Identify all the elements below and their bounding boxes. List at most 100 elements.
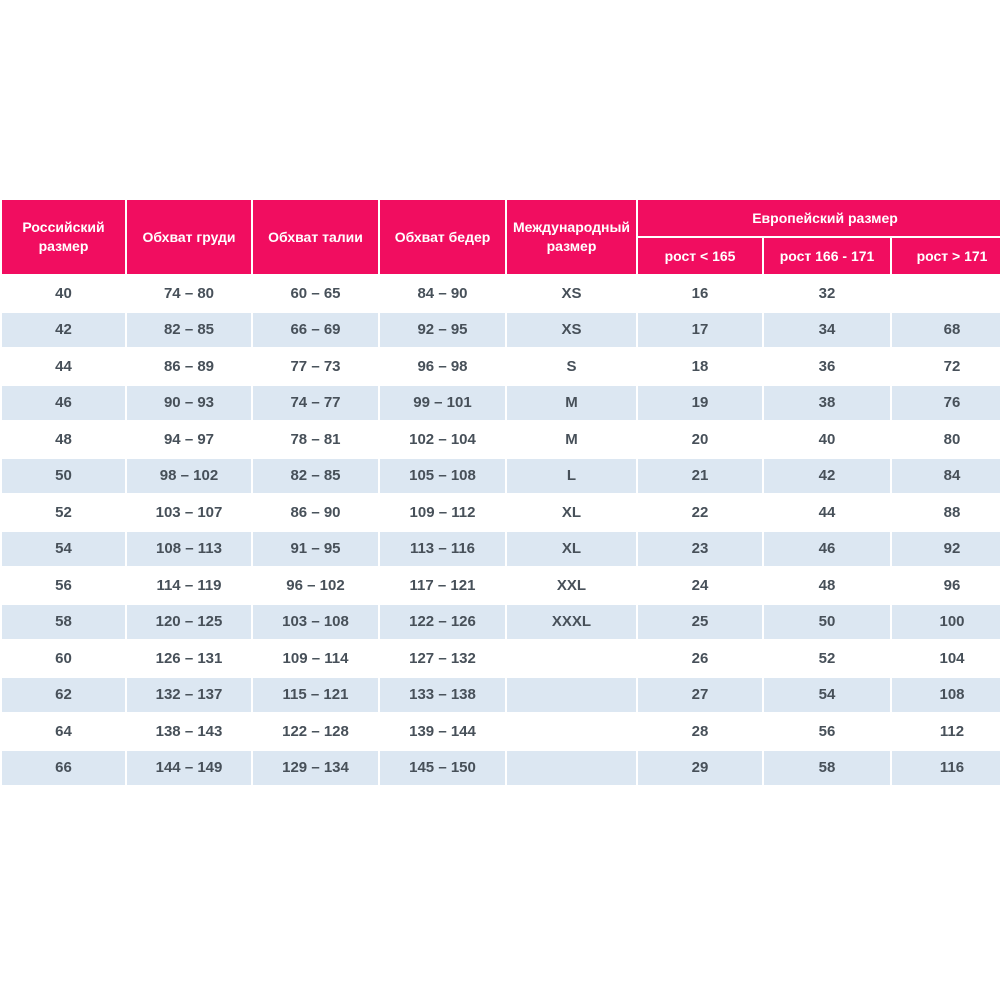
size-chart-table: Российский размер Обхват груди Обхват та… <box>0 198 1000 787</box>
table-cell: 42 <box>764 458 890 493</box>
table-cell: 27 <box>638 677 762 712</box>
table-cell: 52 <box>764 641 890 676</box>
table-cell: XXXL <box>507 604 636 639</box>
table-cell: 86 – 89 <box>127 349 251 384</box>
table-cell: XS <box>507 312 636 347</box>
table-cell: 16 <box>638 276 762 311</box>
table-cell: M <box>507 422 636 457</box>
table-cell: XXL <box>507 568 636 603</box>
table-cell: 84 <box>892 458 1000 493</box>
table-cell: 56 <box>2 568 125 603</box>
column-header-chest: Обхват груди <box>127 200 251 274</box>
table-cell: 58 <box>2 604 125 639</box>
table-cell: 19 <box>638 385 762 420</box>
table-cell: 108 <box>892 677 1000 712</box>
table-cell: 44 <box>764 495 890 530</box>
table-cell: 145 – 150 <box>380 750 505 785</box>
table-cell: 115 – 121 <box>253 677 378 712</box>
table-cell: 46 <box>2 385 125 420</box>
table-cell: 127 – 132 <box>380 641 505 676</box>
column-header-height-over-171: рост > 171 <box>892 238 1000 274</box>
table-cell: 91 – 95 <box>253 531 378 566</box>
table-cell: 23 <box>638 531 762 566</box>
column-header-height-under-165: рост < 165 <box>638 238 762 274</box>
table-cell: 18 <box>638 349 762 384</box>
table-cell: 26 <box>638 641 762 676</box>
table-cell <box>507 641 636 676</box>
table-header: Российский размер Обхват груди Обхват та… <box>2 200 1000 274</box>
table-cell: 52 <box>2 495 125 530</box>
table-cell: 25 <box>638 604 762 639</box>
table-cell: 34 <box>764 312 890 347</box>
table-cell: 92 <box>892 531 1000 566</box>
table-cell: XL <box>507 531 636 566</box>
table-cell: 108 – 113 <box>127 531 251 566</box>
table-cell: 116 <box>892 750 1000 785</box>
table-cell: 105 – 108 <box>380 458 505 493</box>
table-cell: 22 <box>638 495 762 530</box>
column-header-waist: Обхват талии <box>253 200 378 274</box>
table-cell: 40 <box>764 422 890 457</box>
table-cell: 86 – 90 <box>253 495 378 530</box>
table-row: 60 126 – 131 109 – 114 127 – 132 26 52 104 <box>2 641 1000 676</box>
table-body: 40 74 – 80 60 – 65 84 – 90 XS 16 32 42 82 – 85 66… <box>2 276 1000 785</box>
table-cell: 82 – 85 <box>127 312 251 347</box>
table-cell: 44 <box>2 349 125 384</box>
table-row: 58 120 – 125 103 – 108 122 – 126 XXXL 25 50 100 <box>2 604 1000 639</box>
table-cell: 48 <box>764 568 890 603</box>
table-cell: 24 <box>638 568 762 603</box>
table-cell: 126 – 131 <box>127 641 251 676</box>
table-cell: 96 – 102 <box>253 568 378 603</box>
table-cell: XS <box>507 276 636 311</box>
table-cell: 94 – 97 <box>127 422 251 457</box>
table-cell: 99 – 101 <box>380 385 505 420</box>
table-row: 52 103 – 107 86 – 90 109 – 112 XL 22 44 88 <box>2 495 1000 530</box>
table-cell: 66 <box>2 750 125 785</box>
table-cell <box>507 750 636 785</box>
column-header-russian-size: Российский размер <box>2 200 125 274</box>
table-cell: 80 <box>892 422 1000 457</box>
table-cell: 50 <box>764 604 890 639</box>
table-cell: 58 <box>764 750 890 785</box>
table-cell <box>507 714 636 749</box>
table-cell: 109 – 114 <box>253 641 378 676</box>
table-cell: 72 <box>892 349 1000 384</box>
table-cell: XL <box>507 495 636 530</box>
table-row: 46 90 – 93 74 – 77 99 – 101 M 19 38 76 <box>2 385 1000 420</box>
table-cell: 144 – 149 <box>127 750 251 785</box>
table-cell: 56 <box>764 714 890 749</box>
table-cell: 102 – 104 <box>380 422 505 457</box>
table-cell: 139 – 144 <box>380 714 505 749</box>
table-cell: 40 <box>2 276 125 311</box>
table-row: 50 98 – 102 82 – 85 105 – 108 L 21 42 84 <box>2 458 1000 493</box>
table-cell: 48 <box>2 422 125 457</box>
table-cell: 109 – 112 <box>380 495 505 530</box>
table-cell: 90 – 93 <box>127 385 251 420</box>
table-cell: 122 – 126 <box>380 604 505 639</box>
table-cell: 46 <box>764 531 890 566</box>
table-cell: 129 – 134 <box>253 750 378 785</box>
table-cell: 36 <box>764 349 890 384</box>
table-cell: 54 <box>2 531 125 566</box>
table-cell: 113 – 116 <box>380 531 505 566</box>
table-cell: 29 <box>638 750 762 785</box>
table-cell: M <box>507 385 636 420</box>
table-cell: 62 <box>2 677 125 712</box>
table-cell: 42 <box>2 312 125 347</box>
table-cell: 114 – 119 <box>127 568 251 603</box>
table-cell: 38 <box>764 385 890 420</box>
table-cell: 96 <box>892 568 1000 603</box>
table-row: 66 144 – 149 129 – 134 145 – 150 29 58 116 <box>2 750 1000 785</box>
table-cell: 74 – 77 <box>253 385 378 420</box>
table-cell: 50 <box>2 458 125 493</box>
column-group-header-european-size: Европейский размер <box>638 200 1000 236</box>
table-cell <box>507 677 636 712</box>
table-cell: 20 <box>638 422 762 457</box>
column-header-height-166-171: рост 166 - 171 <box>764 238 890 274</box>
table-cell: 78 – 81 <box>253 422 378 457</box>
table-cell: 68 <box>892 312 1000 347</box>
table-cell: 54 <box>764 677 890 712</box>
table-cell: 100 <box>892 604 1000 639</box>
table-cell: 74 – 80 <box>127 276 251 311</box>
